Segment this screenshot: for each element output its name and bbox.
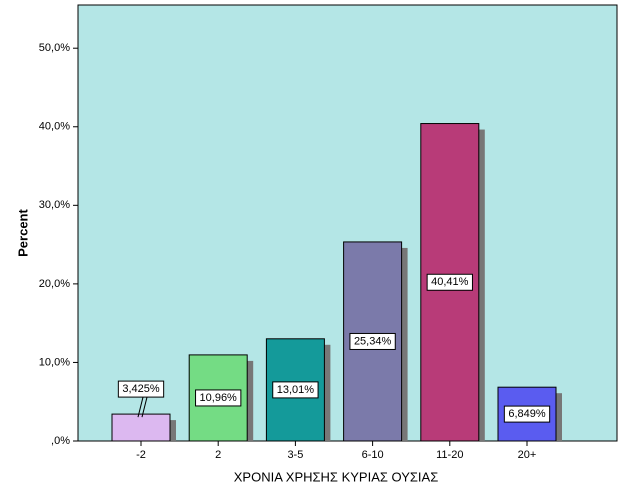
x-tick-label: 6-10 — [362, 449, 384, 461]
x-tick-label: 2 — [215, 449, 221, 461]
y-tick-label: 30,0% — [39, 199, 70, 211]
leader-line — [137, 396, 144, 418]
y-tick-label: 10,0% — [39, 356, 70, 368]
value-label-box — [272, 381, 319, 399]
value-label: 6,849% — [508, 408, 546, 420]
y-tick-label: 50,0% — [39, 42, 70, 54]
x-axis-label: ΧΡΟΝΙΑ ΧΡΗΣΗΣ ΚΥΡΙΑΣ ΟΥΣΙΑΣ — [234, 469, 438, 484]
value-label-box — [426, 273, 473, 291]
value-label: 13,01% — [277, 384, 315, 396]
y-tick-label: 40,0% — [39, 121, 70, 133]
value-label-box — [503, 405, 551, 423]
y-tick-label: ,0% — [51, 435, 70, 447]
x-tick-label: 3-5 — [287, 449, 303, 461]
x-tick-label: -2 — [136, 449, 146, 461]
value-label-box — [349, 332, 396, 350]
y-tick-label: 20,0% — [39, 278, 70, 290]
value-label: 10,96% — [200, 392, 238, 404]
value-label-box — [117, 380, 165, 398]
value-label-box — [195, 389, 242, 407]
x-tick-label: 11-20 — [436, 449, 463, 461]
bar — [111, 413, 171, 442]
value-label: 40,41% — [431, 276, 469, 288]
x-tick-label: 20+ — [518, 449, 537, 461]
value-label: 3,425% — [122, 383, 160, 395]
leader-line — [141, 396, 148, 418]
value-label: 25,34% — [354, 335, 392, 347]
y-axis-label: Percent — [15, 208, 30, 256]
